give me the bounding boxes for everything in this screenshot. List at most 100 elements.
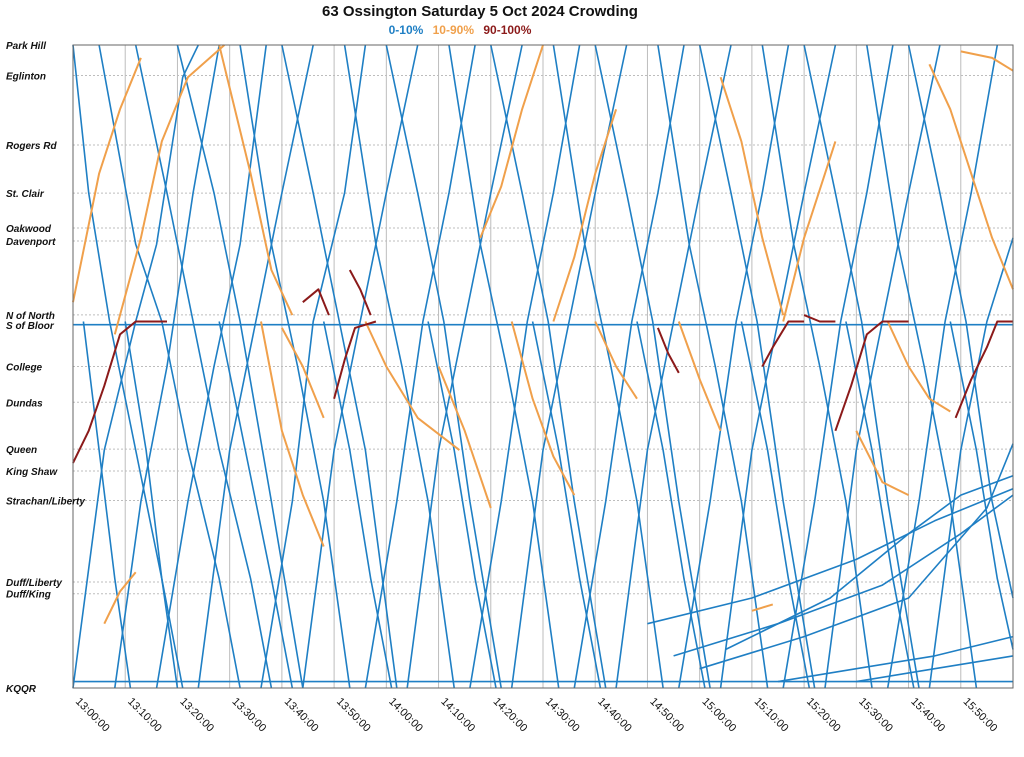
time-label: 14:20:00 — [491, 696, 530, 735]
trip-line — [479, 44, 544, 239]
trip-line — [197, 44, 314, 689]
trip-line — [719, 76, 785, 316]
trip-line — [113, 44, 226, 335]
trip-line — [761, 320, 805, 367]
trip-line — [834, 320, 909, 432]
trip-line — [72, 320, 167, 464]
trip-line — [72, 44, 184, 689]
trip-line — [176, 44, 304, 689]
time-label: 13:20:00 — [177, 696, 216, 735]
trip-line — [886, 321, 951, 413]
trip-line — [343, 44, 455, 689]
trip-line — [740, 321, 811, 689]
trip-line — [302, 288, 330, 316]
time-label: 13:10:00 — [125, 696, 164, 735]
trip-line — [855, 430, 910, 496]
time-label: 15:40:00 — [908, 696, 947, 735]
trip-line — [777, 635, 1014, 683]
trip-line — [594, 44, 711, 689]
trip-line — [949, 321, 1014, 650]
plot-frame — [72, 44, 1014, 689]
trip-line — [761, 44, 873, 689]
time-label: 13:30:00 — [230, 696, 269, 735]
station-label: Strachan/Liberty — [6, 497, 85, 508]
time-label: 14:40:00 — [595, 696, 634, 735]
chart-title: 63 Ossington Saturday 5 Oct 2024 Crowdin… — [322, 3, 638, 20]
time-label: 15:30:00 — [856, 696, 895, 735]
station-label: Dundas — [6, 398, 43, 409]
trip-line — [928, 63, 1014, 290]
trip-line — [856, 655, 1014, 683]
station-label: KQQR — [6, 684, 37, 695]
trip-line — [437, 366, 492, 509]
station-label: King Shaw — [6, 467, 58, 478]
trip-line — [218, 321, 294, 689]
time-label: 15:10:00 — [752, 696, 791, 735]
trip-line — [677, 321, 722, 432]
legend: 0-10% 10-90% 90-100% — [0, 23, 920, 37]
trip-line — [364, 44, 476, 689]
station-label: Duff/King — [6, 590, 51, 601]
trip-line — [907, 44, 1014, 599]
trip-line — [678, 44, 790, 689]
trip-line — [725, 475, 1014, 651]
time-labels: 13:00:00 13:10:00 13:20:00 13:30:00 13:40:00… — [73, 696, 1000, 735]
time-label: 14:10:00 — [438, 696, 477, 735]
trip-line — [469, 44, 581, 689]
trip-line — [281, 44, 398, 689]
trip-line — [954, 320, 1013, 419]
trip-line — [928, 237, 1014, 689]
time-label: 14:00:00 — [386, 696, 425, 735]
trip-line — [82, 321, 132, 689]
trip-line — [348, 269, 372, 316]
time-label: 13:50:00 — [334, 696, 373, 735]
station-label: Rogers Rd — [6, 141, 57, 152]
station-labels: Park Hill Eglinton Rogers Rd St. Clair Oakwo… — [6, 41, 85, 695]
trip-line — [657, 44, 769, 689]
trip-line — [886, 44, 999, 689]
trip-line — [103, 571, 137, 625]
trip-line — [647, 487, 1014, 625]
trip-line — [866, 44, 978, 689]
trip-line — [803, 44, 920, 689]
trip-line — [751, 603, 774, 612]
trip-line — [782, 141, 837, 322]
trip-line — [333, 320, 377, 399]
trip-line — [385, 44, 502, 689]
trip-line — [960, 50, 1014, 72]
trip-line — [699, 443, 1014, 670]
trip-line — [636, 321, 706, 689]
time-label: 13:00:00 — [73, 696, 112, 735]
time-label: 15:00:00 — [700, 696, 739, 735]
trip-line — [719, 44, 837, 689]
trip-line — [260, 44, 367, 689]
trip-line — [698, 44, 816, 689]
trip-line — [134, 44, 273, 689]
legend-entry-low: 0-10% — [388, 23, 424, 37]
trip-line — [594, 321, 638, 400]
trip-line — [364, 321, 461, 451]
trip-line — [406, 44, 523, 689]
legend-entry-mid: 10-90% — [432, 23, 474, 37]
trip-line — [218, 44, 294, 316]
station-label: S of Bloor — [6, 321, 55, 332]
station-label: Duff/Liberty — [6, 578, 62, 589]
trip-line — [656, 327, 680, 374]
trip-line — [845, 321, 915, 689]
trip-line — [573, 44, 685, 689]
time-label: 15:20:00 — [804, 696, 843, 735]
trip-line — [615, 44, 732, 689]
plot-border — [72, 44, 1014, 689]
time-label: 15:50:00 — [961, 696, 1000, 735]
trip-line — [72, 57, 142, 303]
station-label: St. Clair — [6, 189, 45, 200]
station-label: Queen — [6, 445, 37, 456]
station-label: Eglinton — [6, 71, 46, 82]
station-label: College — [6, 363, 43, 374]
trip-line — [552, 44, 664, 689]
trip-line — [448, 44, 560, 689]
trip-line — [427, 321, 497, 689]
trip-line — [510, 321, 576, 496]
station-label: Oakwood — [6, 224, 52, 235]
